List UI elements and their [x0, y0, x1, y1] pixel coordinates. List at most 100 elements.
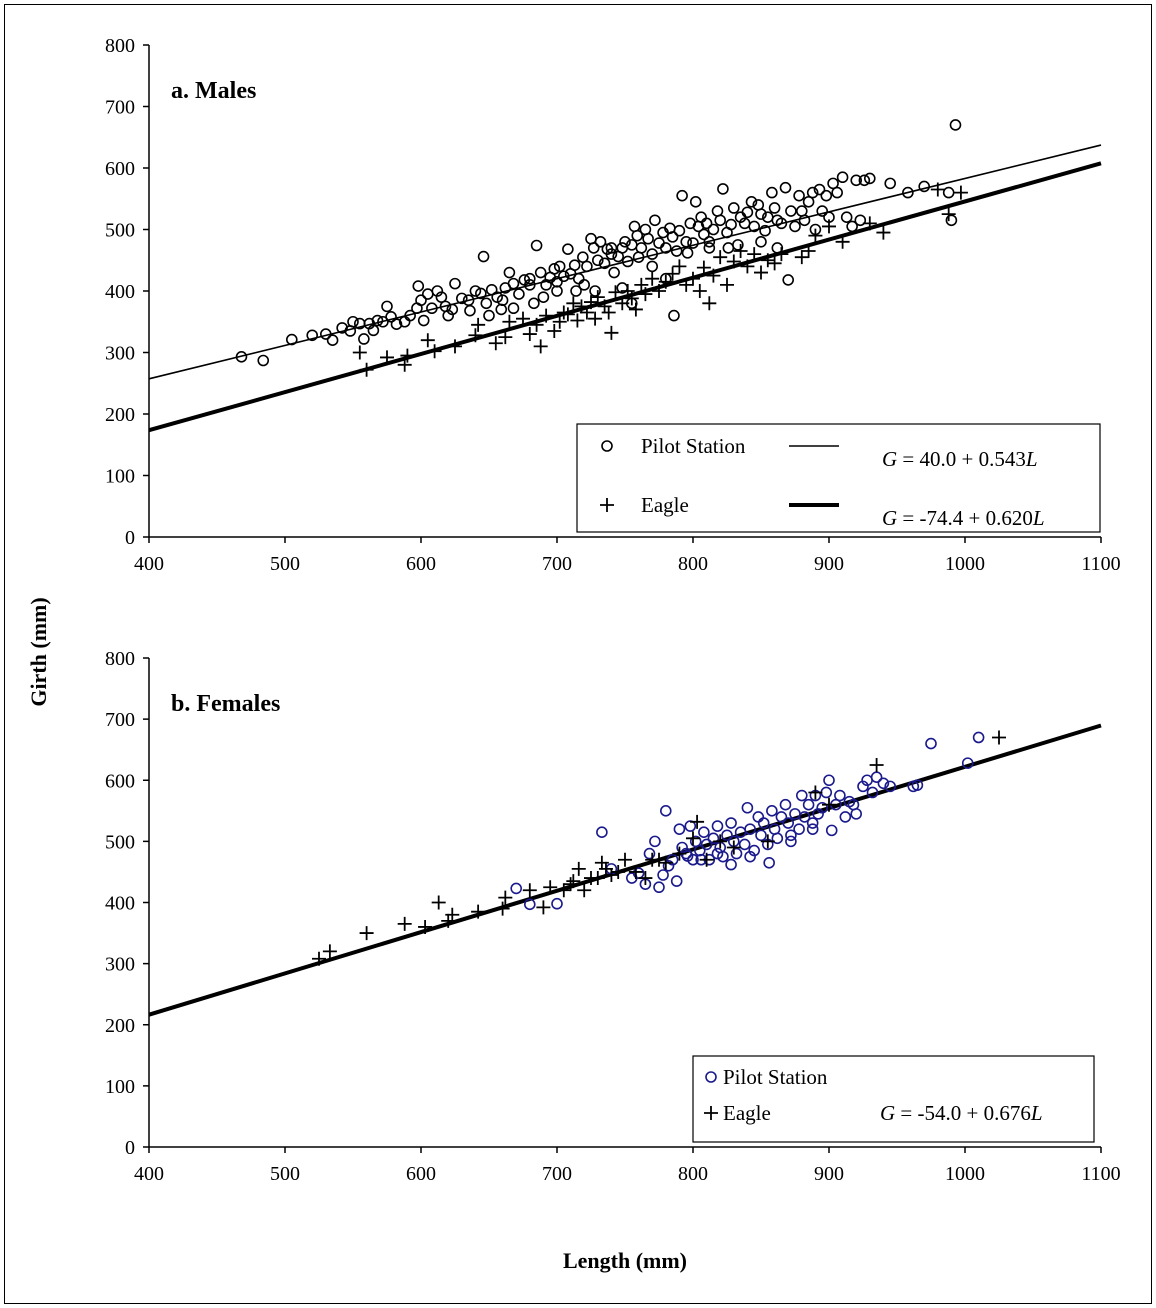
data-point-pilot-station [632, 251, 645, 263]
data-point-pilot-station [587, 242, 600, 254]
data-point-pilot-station [789, 220, 801, 233]
legend-marker-circle [705, 1071, 717, 1083]
data-point-eagle [658, 855, 673, 870]
data-point-pilot-station [358, 333, 370, 345]
data-point-pilot-station [700, 838, 713, 851]
data-point-pilot-station [779, 181, 792, 194]
data-point-eagle [448, 339, 462, 354]
data-point-pilot-station [681, 247, 694, 259]
data-point-eagle [713, 250, 728, 265]
data-point-eagle [611, 864, 626, 879]
legend-equation: G = 40.0 + 0.543L [882, 447, 1038, 471]
data-point-pilot-station [802, 798, 815, 811]
data-point-pilot-station [390, 318, 403, 331]
y-tick-label: 800 [105, 648, 135, 670]
data-point-eagle [686, 271, 700, 286]
data-point-eagle [992, 730, 1006, 745]
data-point-pilot-station [823, 774, 835, 787]
data-point-eagle [352, 345, 367, 360]
data-point-eagle [726, 254, 741, 269]
x-axis-title: Length (mm) [563, 1248, 687, 1273]
data-point-eagle [672, 846, 687, 861]
y-tick-label: 400 [105, 893, 135, 915]
data-point-pilot-station [802, 196, 815, 208]
data-point-pilot-station [666, 853, 679, 866]
data-point-eagle [628, 864, 643, 879]
data-point-eagle [801, 244, 816, 259]
data-point-pilot-station [537, 291, 550, 303]
x-tick-label: 800 [678, 1163, 708, 1185]
data-point-eagle [516, 311, 530, 326]
data-point-eagle [445, 907, 460, 922]
data-point-eagle [359, 362, 374, 377]
y-tick-label: 0 [125, 1137, 135, 1159]
data-point-pilot-station [846, 220, 858, 233]
y-tick-label: 300 [105, 954, 135, 976]
data-point-pilot-station [785, 829, 797, 842]
data-point-eagle [699, 852, 714, 867]
data-point-pilot-station [523, 898, 536, 911]
y-axis-title: Girth (mm) [26, 597, 51, 706]
data-point-eagle [876, 225, 891, 240]
data-point-pilot-station [866, 786, 879, 799]
data-point-pilot-station [496, 294, 509, 307]
x-tick-label: 900 [814, 1163, 844, 1185]
data-point-pilot-station [646, 260, 659, 273]
data-point-eagle [774, 247, 789, 262]
data-point-pilot-station [605, 242, 618, 254]
data-point-pilot-station [748, 220, 761, 233]
data-point-eagle [740, 259, 755, 274]
data-point-pilot-station [745, 196, 758, 208]
data-point-pilot-station [911, 779, 924, 791]
data-point-pilot-station [507, 277, 520, 290]
data-point-eagle [539, 308, 554, 323]
data-point-eagle [529, 317, 544, 332]
x-tick-label: 500 [270, 1163, 300, 1185]
data-point-eagle [615, 296, 630, 311]
data-point-pilot-station [578, 279, 591, 291]
data-point-eagle [536, 900, 551, 915]
data-point-pilot-station [534, 266, 547, 279]
y-tick-label: 500 [105, 831, 135, 853]
fit-line-eagle [148, 723, 1102, 1017]
data-point-eagle [533, 339, 548, 354]
data-point-eagle [471, 904, 486, 919]
data-point-pilot-station [523, 272, 536, 285]
data-point-eagle [556, 883, 571, 898]
data-point-eagle [601, 305, 616, 320]
data-point-eagle [590, 290, 605, 305]
data-point-pilot-station [594, 236, 607, 248]
data-point-eagle [638, 287, 653, 302]
data-point-pilot-station [326, 334, 339, 347]
y-tick-label: 800 [105, 35, 135, 57]
data-point-eagle [577, 883, 592, 898]
data-point-pilot-station [945, 214, 958, 227]
data-point-eagle [702, 296, 717, 311]
data-point-pilot-station [673, 823, 686, 835]
data-point-eagle [686, 831, 700, 846]
data-point-pilot-station [703, 236, 716, 248]
data-point-pilot-station [707, 832, 720, 845]
data-point-eagle [547, 323, 562, 338]
data-point-pilot-station [755, 829, 767, 842]
data-point-eagle [571, 861, 586, 876]
data-point-eagle [808, 228, 823, 243]
data-point-eagle [359, 926, 374, 941]
data-point-pilot-station [870, 771, 883, 783]
data-point-pilot-station [455, 292, 468, 305]
data-point-eagle [760, 253, 775, 268]
data-point-pilot-station [598, 257, 611, 270]
y-tick-label: 400 [105, 281, 135, 303]
data-point-eagle [658, 274, 673, 289]
data-point-pilot-station [347, 315, 359, 328]
data-point-eagle [502, 314, 517, 329]
data-point-pilot-station [371, 314, 384, 327]
data-point-eagle [431, 895, 446, 910]
data-point-pilot-station [507, 302, 520, 315]
data-point-pilot-station [695, 211, 707, 223]
data-point-eagle [397, 357, 412, 372]
legend-label: Eagle [723, 1101, 771, 1125]
data-point-pilot-station [884, 177, 897, 190]
data-point-eagle [869, 757, 884, 772]
